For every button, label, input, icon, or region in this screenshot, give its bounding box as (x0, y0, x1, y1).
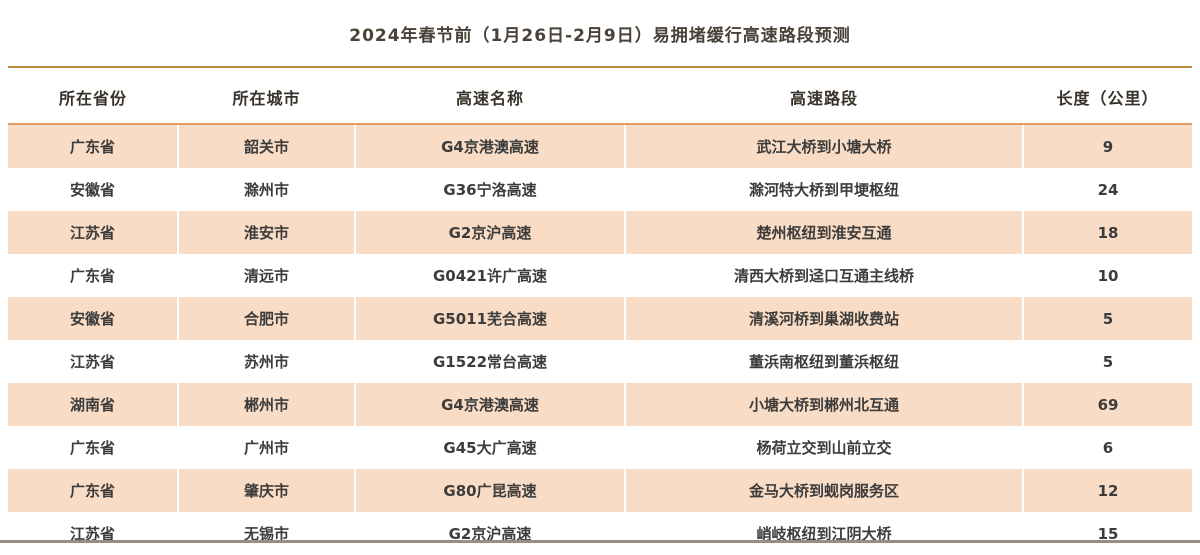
table-cell: G2京沪高速 (355, 211, 626, 254)
table-cell: 小塘大桥到郴州北互通 (625, 383, 1024, 426)
table-cell: 广东省 (8, 125, 179, 168)
table-cell: 合肥市 (178, 297, 356, 340)
table-cell: 董浜南枢纽到董浜枢纽 (625, 340, 1024, 383)
table-cell: 10 (1097, 266, 1119, 285)
table-cell: 江苏省 (8, 211, 179, 254)
table-cell: 24 (1097, 180, 1119, 199)
column-header-province: 所在省份 (58, 88, 127, 108)
table-cell: G4京港澳高速 (355, 125, 626, 168)
table-row: 江苏省 苏州市 G1522常台高速 董浜南枢纽到董浜枢纽 5 (8, 340, 1192, 383)
table-header-row: 所在省份 所在城市 高速名称 高速路段 长度（公里） (8, 68, 1192, 125)
table-cell: 清溪河桥到巢湖收费站 (625, 297, 1024, 340)
table-row: 广东省 韶关市 G4京港澳高速 武江大桥到小塘大桥 9 (8, 125, 1192, 168)
table-cell: 广东省 (8, 254, 179, 297)
table-cell: 苏州市 (178, 340, 356, 383)
table-cell: 5 (1102, 309, 1114, 328)
table-body: 广东省 韶关市 G4京港澳高速 武江大桥到小塘大桥 9 安徽省 滁州市 G36宁洛高速 滁河特大… (8, 125, 1192, 555)
table-row: 湖南省 郴州市 G4京港澳高速 小塘大桥到郴州北互通 69 (8, 383, 1192, 426)
table-cell: 淮安市 (178, 211, 356, 254)
table-row: 江苏省 无锡市 G2京沪高速 峭岐枢纽到江阴大桥 15 (8, 512, 1192, 555)
table-cell: 广州市 (178, 426, 356, 469)
table-cell: 清远市 (178, 254, 356, 297)
table-cell: 滁州市 (178, 168, 356, 211)
table-cell: 江苏省 (8, 340, 179, 383)
page-title: 2024年春节前（1月26日-2月9日）易拥堵缓行高速路段预测 (349, 25, 851, 46)
table-cell: 清西大桥到迳口互通主线桥 (625, 254, 1024, 297)
column-header-highway-section: 高速路段 (789, 88, 858, 108)
table-cell: 12 (1097, 481, 1119, 500)
table-row: 广东省 肇庆市 G80广昆高速 金马大桥到蚬岗服务区 12 (8, 469, 1192, 512)
table-header: 所在省份 所在城市 高速名称 高速路段 长度（公里） (8, 68, 1192, 125)
title-divider (8, 66, 1192, 68)
table-cell: G4京港澳高速 (355, 383, 626, 426)
table-cell: 广东省 (8, 469, 179, 512)
table-cell: 15 (1097, 524, 1119, 543)
table-cell: 韶关市 (178, 125, 356, 168)
table-cell: 5 (1102, 352, 1114, 371)
table-cell: G2京沪高速 (355, 512, 626, 555)
header-divider (8, 123, 1192, 125)
table-cell: G1522常台高速 (355, 340, 626, 383)
table-cell: 安徽省 (8, 168, 179, 211)
table-cell: G5011芜合高速 (355, 297, 626, 340)
table-cell: 肇庆市 (178, 469, 356, 512)
table-cell: 楚州枢纽到淮安互通 (625, 211, 1024, 254)
table-bottom-edge (0, 540, 1200, 543)
table-cell: 滁河特大桥到甲埂枢纽 (625, 168, 1024, 211)
table-cell: G0421许广高速 (355, 254, 626, 297)
table-cell: 杨荷立交到山前立交 (625, 426, 1024, 469)
table-cell: 金马大桥到蚬岗服务区 (625, 469, 1024, 512)
table-row: 安徽省 滁州市 G36宁洛高速 滁河特大桥到甲埂枢纽 24 (8, 168, 1192, 211)
column-header-length-km: 长度（公里） (1056, 88, 1159, 108)
table-row: 江苏省 淮安市 G2京沪高速 楚州枢纽到淮安互通 18 (8, 211, 1192, 254)
table-cell: 69 (1097, 395, 1119, 414)
table-cell: 武江大桥到小塘大桥 (625, 125, 1024, 168)
table-cell: 郴州市 (178, 383, 356, 426)
table-cell: 峭岐枢纽到江阴大桥 (625, 512, 1024, 555)
column-header-city: 所在城市 (232, 88, 301, 108)
table-cell: G80广昆高速 (355, 469, 626, 512)
table-row: 安徽省 合肥市 G5011芜合高速 清溪河桥到巢湖收费站 5 (8, 297, 1192, 340)
table-cell: 18 (1097, 223, 1119, 242)
table-cell: G45大广高速 (355, 426, 626, 469)
table-cell: 无锡市 (178, 512, 356, 555)
table-row: 广东省 清远市 G0421许广高速 清西大桥到迳口互通主线桥 10 (8, 254, 1192, 297)
table-cell: 6 (1102, 438, 1114, 457)
table-cell: 安徽省 (8, 297, 179, 340)
table-cell: 广东省 (8, 426, 179, 469)
congestion-forecast-table: 所在省份 所在城市 高速名称 高速路段 长度（公里） 广东省 韶关市 G4京港澳高速… (8, 68, 1192, 555)
table-cell: 9 (1102, 137, 1114, 156)
table-cell: 湖南省 (8, 383, 179, 426)
table-cell: G36宁洛高速 (355, 168, 626, 211)
table-row: 广东省 广州市 G45大广高速 杨荷立交到山前立交 6 (8, 426, 1192, 469)
column-header-highway-name: 高速名称 (455, 88, 524, 108)
table-cell: 江苏省 (8, 512, 179, 555)
